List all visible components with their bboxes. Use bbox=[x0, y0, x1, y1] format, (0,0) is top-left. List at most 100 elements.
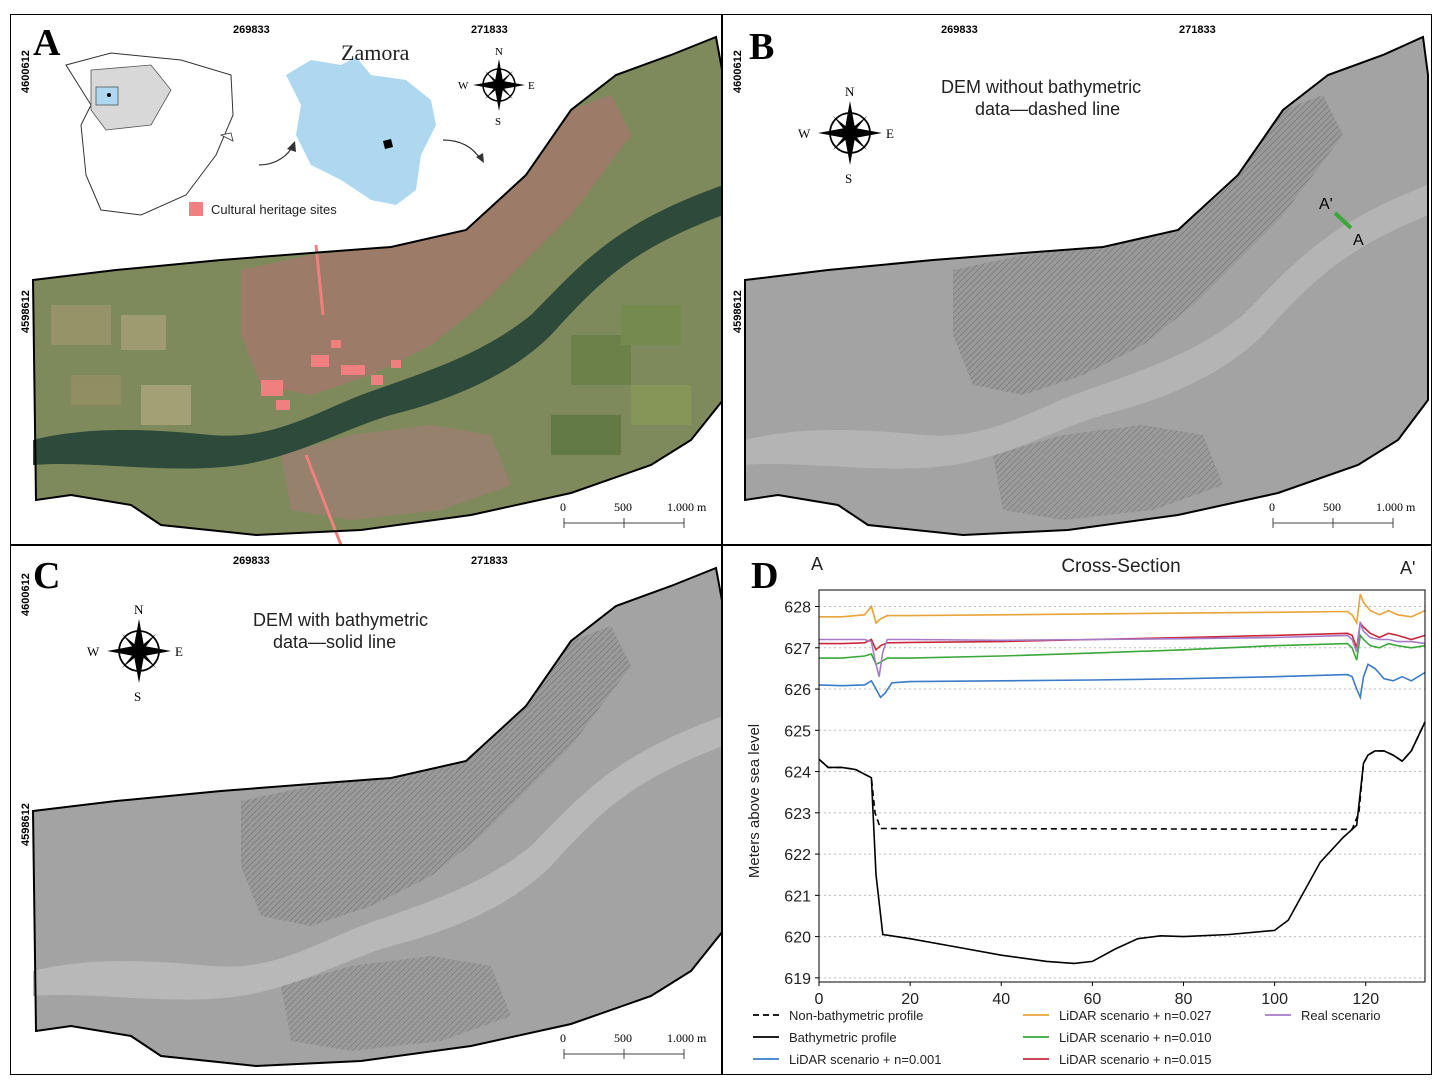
inset-arrow-1 bbox=[258, 144, 294, 166]
series-line-3 bbox=[819, 593, 1426, 626]
svg-text:0: 0 bbox=[560, 500, 566, 514]
svg-text:W: W bbox=[798, 126, 811, 141]
legend-heritage-label: Cultural heritage sites bbox=[211, 202, 337, 217]
svg-text:1.000 m: 1.000 m bbox=[667, 1031, 707, 1045]
y-axis-label: Meters above sea level bbox=[746, 724, 763, 878]
coord-left-1: 4600612 bbox=[20, 573, 32, 616]
x-tick-label: 100 bbox=[1261, 991, 1288, 1008]
coord-top-2: 271833 bbox=[471, 555, 508, 567]
panel-letter-d: D bbox=[751, 555, 778, 597]
panel-d-cross-section-chart: D A A' Cross-Section Meters above sea le… bbox=[722, 545, 1432, 1075]
dem-b-title-line1: DEM without bathymetric bbox=[941, 77, 1141, 97]
svg-text:500: 500 bbox=[1323, 500, 1341, 514]
svg-text:E: E bbox=[528, 80, 535, 92]
cross-section-line bbox=[1333, 211, 1353, 230]
svg-text:1.000 m: 1.000 m bbox=[667, 500, 707, 514]
coord-left-1: 4600612 bbox=[732, 50, 744, 93]
svg-text:0: 0 bbox=[1269, 500, 1275, 514]
svg-text:E: E bbox=[175, 644, 183, 659]
coord-top-2: 271833 bbox=[471, 24, 508, 36]
panel-c-dem-with-bathymetry: DEM with bathymetric data—solid line N S… bbox=[10, 545, 722, 1075]
dem-b-title-line2: data—dashed line bbox=[975, 99, 1120, 119]
svg-text:500: 500 bbox=[614, 500, 632, 514]
panel-letter-a: A bbox=[33, 22, 61, 64]
svg-text:W: W bbox=[458, 80, 469, 92]
dem-urban-south bbox=[281, 956, 511, 1051]
legend-label-0: Non-bathymetric profile bbox=[789, 1008, 923, 1023]
y-tick-label: 619 bbox=[784, 971, 811, 988]
section-label-right: A' bbox=[1400, 558, 1415, 578]
x-tick-label: 20 bbox=[901, 991, 919, 1008]
x-tick-label: 80 bbox=[1175, 991, 1193, 1008]
coord-left-2: 4598612 bbox=[732, 290, 744, 333]
y-tick-label: 620 bbox=[784, 930, 811, 947]
dem-urban bbox=[241, 626, 631, 926]
y-tick-label: 626 bbox=[784, 682, 811, 699]
panel-letter-b: B bbox=[749, 26, 774, 68]
legend-label-1: Bathymetric profile bbox=[789, 1030, 897, 1045]
section-label-left: A bbox=[811, 554, 823, 574]
legend-label-4: LiDAR scenario + n=0.010 bbox=[1059, 1030, 1211, 1045]
coord-left-2: 4598612 bbox=[20, 290, 32, 333]
legend-label-5: LiDAR scenario + n=0.015 bbox=[1059, 1052, 1211, 1067]
dem-c-title-line1: DEM with bathymetric bbox=[253, 610, 428, 630]
section-label-a: A bbox=[1353, 232, 1364, 249]
panel-a-satellite-map: Zamora Cultural heritage sites N S E W 2… bbox=[10, 14, 722, 545]
legend-label-2: LiDAR scenario + n=0.001 bbox=[789, 1052, 941, 1067]
series-line-1 bbox=[818, 721, 1426, 965]
legend-label-3: LiDAR scenario + n=0.027 bbox=[1059, 1008, 1211, 1023]
dem-c-title-line2: data—solid line bbox=[273, 632, 396, 652]
svg-text:S: S bbox=[495, 116, 501, 128]
dem-river bbox=[745, 185, 1428, 469]
coord-top-1: 269833 bbox=[233, 555, 270, 567]
series-line-2 bbox=[818, 663, 1426, 701]
coord-left-2: 4598612 bbox=[20, 803, 32, 846]
section-label-a-prime: A' bbox=[1319, 196, 1333, 213]
x-tick-label: 40 bbox=[992, 991, 1010, 1008]
series-line-6 bbox=[819, 622, 1426, 677]
compass-rose-icon: N S E W bbox=[798, 84, 894, 186]
svg-text:N: N bbox=[495, 46, 503, 58]
dem-river bbox=[33, 716, 721, 1000]
svg-text:E: E bbox=[886, 126, 894, 141]
zamora-province-inset bbox=[286, 57, 436, 205]
cross-section-chart: D A A' Cross-Section Meters above sea le… bbox=[746, 554, 1426, 1067]
dem-urban-south bbox=[993, 425, 1223, 520]
y-tick-label: 621 bbox=[784, 888, 811, 905]
x-tick-label: 120 bbox=[1352, 991, 1379, 1008]
svg-text:S: S bbox=[845, 171, 852, 186]
dem-urban bbox=[953, 95, 1343, 395]
y-tick-label: 627 bbox=[784, 641, 811, 658]
svg-text:N: N bbox=[845, 84, 855, 99]
x-tick-label: 60 bbox=[1083, 991, 1101, 1008]
heritage-sites bbox=[261, 244, 401, 544]
svg-text:W: W bbox=[87, 644, 100, 659]
legend-label-6: Real scenario bbox=[1301, 1008, 1381, 1023]
zamora-label: Zamora bbox=[341, 40, 410, 65]
svg-text:1.000 m: 1.000 m bbox=[1376, 500, 1416, 514]
svg-text:0: 0 bbox=[560, 1031, 566, 1045]
compass-rose-icon: N S E W bbox=[87, 602, 183, 704]
y-tick-label: 622 bbox=[784, 847, 811, 864]
panel-letter-c: C bbox=[33, 555, 60, 597]
y-tick-label: 623 bbox=[784, 806, 811, 823]
svg-text:500: 500 bbox=[614, 1031, 632, 1045]
coord-top-1: 269833 bbox=[233, 24, 270, 36]
y-tick-label: 625 bbox=[784, 723, 811, 740]
coord-top-1: 269833 bbox=[941, 24, 978, 36]
spain-inset-map bbox=[65, 52, 234, 216]
svg-text:N: N bbox=[134, 602, 144, 617]
scale-bar: 0 500 1.000 m bbox=[560, 1031, 707, 1059]
panel-b-dem-no-bathymetry: A' A DEM without bathymetric data—dashed… bbox=[722, 14, 1432, 545]
series-line-5 bbox=[819, 621, 1426, 652]
svg-text:S: S bbox=[134, 689, 141, 704]
scale-bar: 0 500 1.000 m bbox=[560, 500, 707, 528]
legend-heritage-swatch bbox=[189, 202, 203, 216]
urban-area-south bbox=[281, 425, 511, 520]
plot-frame bbox=[818, 589, 1426, 983]
coord-top-2: 271833 bbox=[1179, 24, 1216, 36]
coord-left-1: 4600612 bbox=[20, 50, 32, 93]
field-patches bbox=[51, 305, 691, 455]
scale-bar: 0 500 1.000 m bbox=[1269, 500, 1416, 528]
y-tick-label: 628 bbox=[784, 600, 811, 617]
